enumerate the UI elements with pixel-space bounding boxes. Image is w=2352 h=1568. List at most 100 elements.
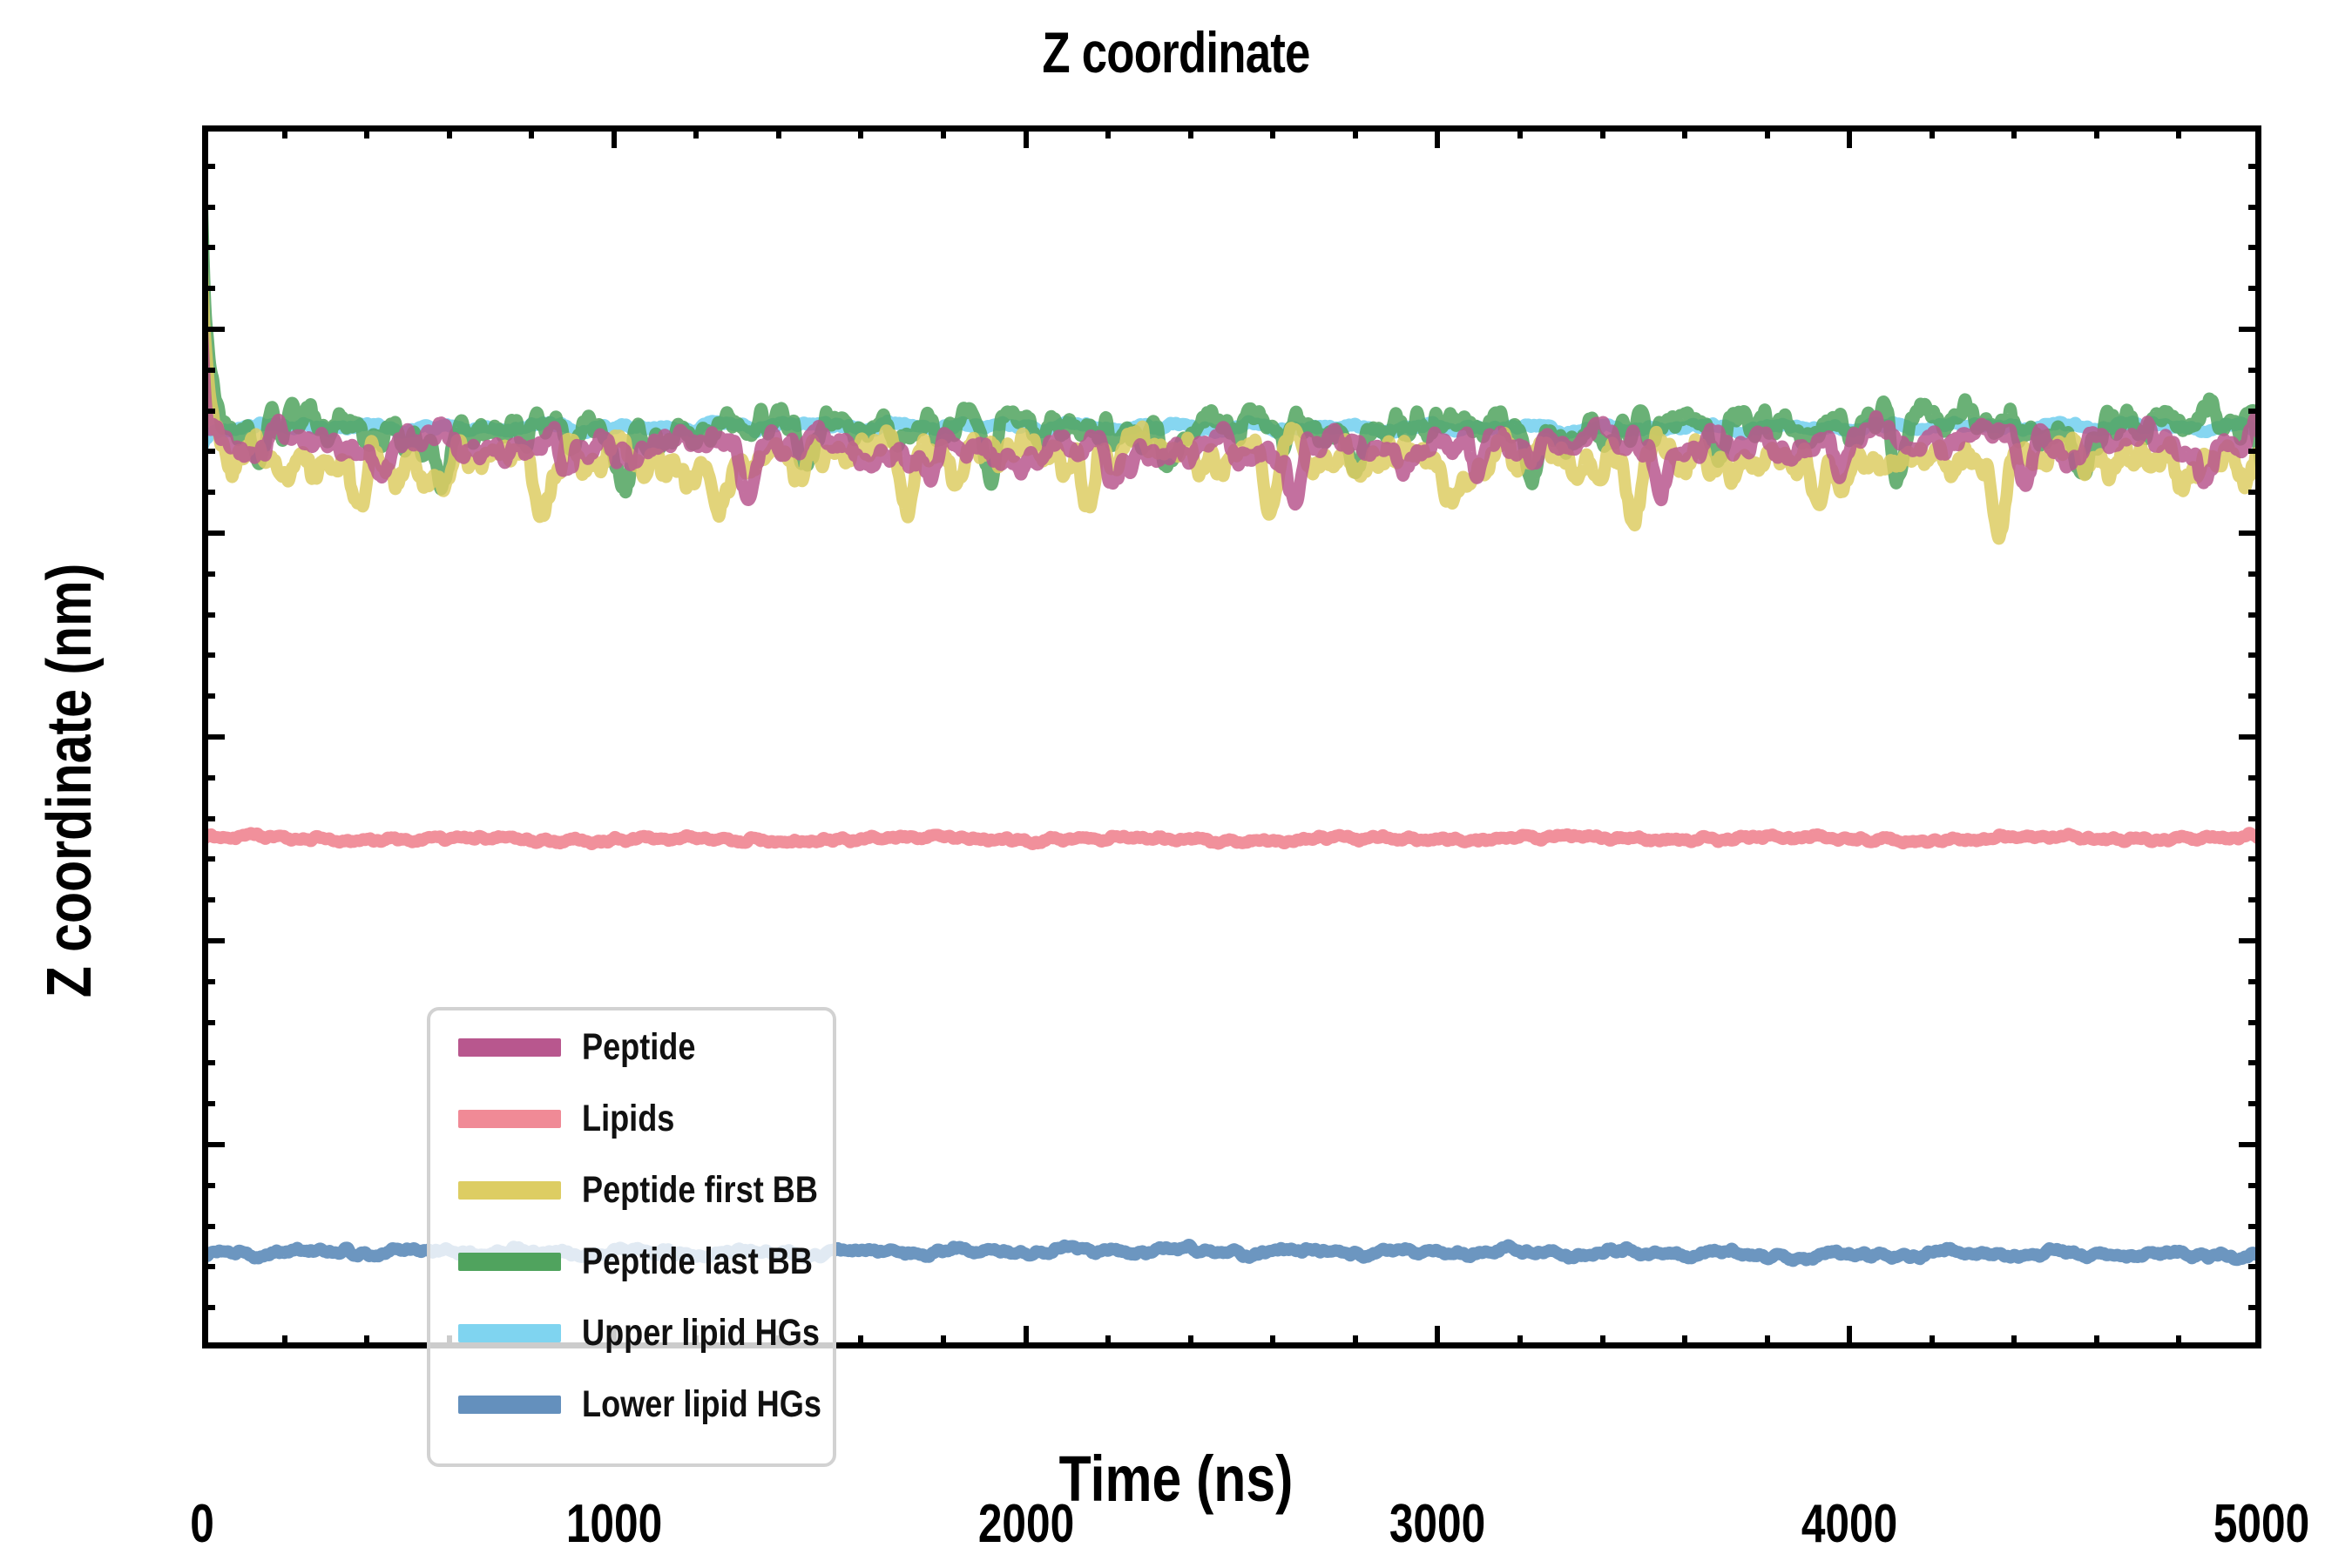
y-tick-right (2239, 327, 2261, 332)
legend-color-swatch (458, 1180, 561, 1200)
legend-label: Peptide (582, 1025, 696, 1068)
y-tick-right (2248, 245, 2261, 251)
x-axis-label: Time (ns) (1058, 1443, 1294, 1515)
y-tick-left (202, 1182, 215, 1188)
legend-item[interactable]: Lipids (430, 1097, 840, 1139)
y-tick-left (202, 1223, 215, 1229)
y-tick-right (2248, 815, 2261, 821)
y-tick-left (202, 978, 215, 984)
x-tick-bottom (2256, 1326, 2261, 1348)
y-tick-left (202, 734, 225, 740)
y-tick-left (202, 327, 225, 332)
x-tick-label: 3000 (1389, 1494, 1486, 1554)
y-tick-left (202, 1101, 215, 1107)
legend-item[interactable]: Peptide first BB (430, 1169, 840, 1211)
x-tick-top (1023, 125, 1029, 148)
y-tick-right (2248, 449, 2261, 455)
y-tick-left (202, 408, 215, 414)
x-tick-bottom (1187, 1335, 1193, 1348)
x-tick-bottom (1105, 1335, 1112, 1348)
y-tick-left (202, 531, 225, 536)
series-line (202, 322, 2261, 510)
x-tick-top (202, 125, 207, 148)
y-axis-label: Z coordinate (nm) (35, 563, 105, 998)
x-tick-top (1187, 125, 1193, 139)
y-tick-left (202, 286, 215, 292)
x-tick-top (775, 125, 781, 139)
y-tick-right (2248, 652, 2261, 659)
x-tick-top (2176, 125, 2182, 139)
y-tick-left (202, 571, 215, 577)
y-tick-left (202, 652, 215, 659)
x-tick-bottom (1023, 1326, 1029, 1348)
chart-legend: Peptide Lipids Peptide first BB Peptide las… (427, 1007, 836, 1467)
y-tick-right (2248, 1060, 2261, 1066)
x-tick-label: 0 (190, 1494, 214, 1554)
y-tick-right (2248, 978, 2261, 984)
y-tick-left (202, 163, 215, 169)
y-tick-right (2239, 1142, 2261, 1147)
x-tick-bottom (1682, 1335, 1688, 1348)
y-tick-left (202, 897, 215, 903)
legend-label: Lower lipid HGs (582, 1382, 821, 1425)
y-tick-right (2248, 367, 2261, 373)
y-tick-right (2248, 571, 2261, 577)
y-tick-left (202, 204, 215, 210)
x-tick-top (1105, 125, 1112, 139)
legend-color-swatch (458, 1252, 561, 1271)
y-tick-left (202, 1305, 215, 1311)
legend-item[interactable]: Peptide (430, 1025, 840, 1068)
x-tick-bottom (2093, 1335, 2099, 1348)
x-tick-top (364, 125, 370, 139)
x-tick-bottom (1517, 1335, 1523, 1348)
x-tick-top (1682, 125, 1688, 139)
y-tick-left (202, 367, 215, 373)
y-tick-right (2248, 286, 2261, 292)
x-tick-top (2256, 125, 2261, 148)
x-tick-top (281, 125, 287, 139)
y-tick-left (202, 693, 215, 700)
x-tick-top (1352, 125, 1358, 139)
y-tick-right (2248, 1101, 2261, 1107)
x-tick-bottom (1764, 1335, 1770, 1348)
legend-item[interactable]: Upper lipid HGs (430, 1311, 840, 1354)
x-tick-label: 1000 (565, 1494, 662, 1554)
y-tick-right (2248, 774, 2261, 781)
y-tick-left (202, 1142, 225, 1147)
x-tick-label: 2000 (977, 1494, 1074, 1554)
x-tick-bottom (202, 1326, 207, 1348)
legend-item[interactable]: Peptide last BB (430, 1240, 840, 1282)
x-tick-bottom (281, 1335, 287, 1348)
y-tick-right (2239, 531, 2261, 536)
legend-color-swatch (458, 1037, 561, 1057)
x-tick-top (1270, 125, 1276, 139)
legend-color-swatch (458, 1395, 561, 1414)
chart-title: Z coordinate (1042, 20, 1310, 84)
legend-item[interactable]: Lower lipid HGs (430, 1382, 840, 1425)
y-tick-left (202, 449, 215, 455)
y-tick-right (2239, 734, 2261, 740)
x-tick-bottom (1599, 1335, 1605, 1348)
y-tick-left (202, 1343, 225, 1348)
x-tick-bottom (1929, 1335, 1935, 1348)
legend-label: Upper lipid HGs (582, 1311, 820, 1354)
x-tick-top (1847, 125, 1853, 148)
y-tick-left (202, 490, 215, 496)
legend-label: Lipids (582, 1097, 675, 1139)
y-tick-right (2239, 938, 2261, 943)
y-tick-left (202, 1264, 215, 1270)
y-tick-right (2248, 1223, 2261, 1229)
y-tick-left (202, 1060, 215, 1066)
x-tick-bottom (858, 1335, 864, 1348)
x-tick-bottom (2011, 1335, 2017, 1348)
x-tick-bottom (1270, 1335, 1276, 1348)
x-tick-label: 5000 (2213, 1494, 2310, 1554)
y-tick-right (2248, 204, 2261, 210)
x-tick-top (611, 125, 617, 148)
x-tick-bottom (1352, 1335, 1358, 1348)
y-tick-left (202, 774, 215, 781)
x-tick-top (2093, 125, 2099, 139)
legend-color-swatch (458, 1109, 561, 1128)
y-tick-left (202, 125, 225, 131)
